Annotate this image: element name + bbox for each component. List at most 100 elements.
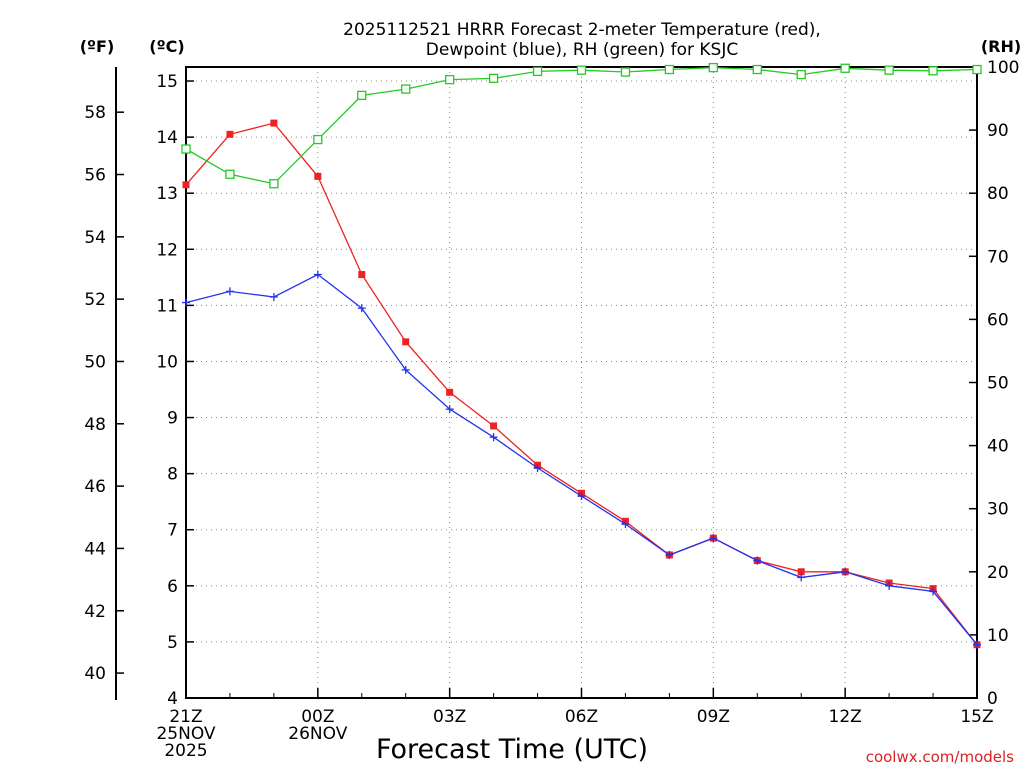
- time-tick-label: 15Z: [960, 707, 993, 727]
- celsius-tick-label: 12: [156, 240, 178, 260]
- rh-point: [181, 144, 191, 154]
- celsius-tick-label: 6: [167, 577, 178, 597]
- dewpoint-point: [182, 298, 190, 307]
- rh-point: [620, 67, 631, 77]
- celsius-tick-label: 7: [167, 521, 178, 541]
- rh-tick-label: 60: [987, 310, 1009, 330]
- fahrenheit-tick-label: 54: [84, 228, 106, 248]
- rh-point: [488, 73, 499, 84]
- temperature-point: [490, 422, 498, 430]
- dewpoint-point: [577, 492, 586, 501]
- dewpoint-point: [797, 573, 806, 582]
- time-tick-label: 2025: [164, 741, 207, 761]
- rh-point: [708, 62, 718, 73]
- dewpoint-point: [753, 556, 762, 565]
- celsius-tick-label: 4: [167, 689, 178, 709]
- time-tick-label: 25NOV: [156, 724, 215, 744]
- rh-tick-label: 80: [987, 184, 1009, 204]
- rh-point: [313, 134, 323, 145]
- fahrenheit-tick-label: 42: [84, 602, 106, 622]
- dewpoint-line: [185, 273, 978, 646]
- celsius-tick-label: 15: [156, 72, 178, 92]
- dewpoint-point: [313, 270, 322, 279]
- rh-tick-label: 0: [987, 689, 998, 709]
- dewpoint-point: [621, 520, 630, 529]
- x-axis-title: Forecast Time (UTC): [376, 734, 648, 765]
- temperature-point: [226, 130, 234, 138]
- fahrenheit-axis: 40 42 44 46 48 50 52 54 56 58: [84, 103, 124, 684]
- rh-tick-label: 10: [987, 626, 1009, 646]
- rh-tick-label: 100: [987, 58, 1019, 78]
- time-tick-label: 26NOV: [288, 724, 347, 744]
- temperature-point: [358, 271, 366, 279]
- time-tick-label: 06Z: [565, 707, 598, 727]
- series-dewpoint: [182, 270, 981, 649]
- temperature-point: [446, 388, 454, 396]
- rh-tick-label: 90: [987, 121, 1009, 141]
- credit-text: coolwx.com/models: [866, 748, 1014, 766]
- temperature-line: [185, 122, 978, 646]
- rh-point: [884, 65, 894, 75]
- fahrenheit-tick-label: 48: [84, 415, 106, 435]
- dewpoint-point: [709, 534, 718, 543]
- rh-point: [269, 179, 279, 189]
- dewpoint-point: [929, 587, 938, 596]
- dewpoint-point: [973, 640, 981, 649]
- gridlines: [186, 67, 977, 698]
- rh-point: [664, 64, 675, 75]
- time-tick-label: 12Z: [829, 707, 862, 727]
- time-tick-label: 21Z: [169, 707, 202, 727]
- rh-axis: 0 10 20 30 40 50 60 70 80 90 100: [969, 58, 1019, 709]
- rh-point: [532, 66, 543, 77]
- dewpoint-point: [269, 292, 278, 301]
- rh-tick-label: 20: [987, 563, 1009, 583]
- fahrenheit-tick-label: 50: [84, 352, 106, 372]
- rh-point: [928, 66, 938, 76]
- fahrenheit-tick-label: 40: [84, 664, 106, 684]
- rh-line: [185, 66, 978, 185]
- celsius-axis-unit: (ºC): [149, 37, 184, 56]
- dewpoint-point: [665, 550, 674, 559]
- rh-point: [225, 169, 235, 179]
- rh-point: [796, 69, 806, 80]
- rh-axis-unit: (RH): [981, 37, 1021, 56]
- dewpoint-point: [225, 287, 234, 296]
- temperature-point: [182, 181, 190, 189]
- dewpoint-point: [445, 405, 454, 414]
- time-tick-label: 03Z: [433, 707, 466, 727]
- dewpoint-point: [533, 464, 542, 473]
- celsius-tick-label: 9: [167, 409, 178, 429]
- rh-point: [840, 63, 850, 73]
- celsius-axis: 4 5 6 7 8 9 10 11 12 13 14 15: [156, 72, 194, 709]
- rh-point: [576, 65, 587, 75]
- rh-point: [752, 64, 762, 75]
- dewpoint-point: [401, 365, 410, 374]
- temperature-point: [797, 568, 805, 576]
- series-layer: [181, 62, 982, 649]
- celsius-tick-label: 5: [167, 633, 178, 653]
- fahrenheit-tick-label: 58: [84, 103, 106, 123]
- rh-point: [401, 84, 411, 94]
- series-temperature: [182, 119, 981, 649]
- fahrenheit-tick-label: 52: [84, 290, 106, 310]
- rh-tick-label: 50: [987, 374, 1009, 394]
- temperature-point: [402, 338, 410, 346]
- rh-tick-label: 70: [987, 247, 1009, 267]
- dewpoint-point: [489, 433, 498, 442]
- fahrenheit-axis-unit: (ºF): [80, 37, 115, 56]
- rh-tick-label: 40: [987, 437, 1009, 457]
- fahrenheit-tick-label: 44: [84, 539, 106, 559]
- temperature-point: [314, 172, 322, 180]
- fahrenheit-tick-label: 46: [84, 477, 106, 497]
- chart-title-line1: 2025112521 HRRR Forecast 2-meter Tempera…: [343, 20, 821, 40]
- dewpoint-point: [357, 304, 366, 313]
- rh-point: [972, 64, 982, 75]
- celsius-tick-label: 14: [156, 128, 178, 148]
- celsius-tick-label: 11: [156, 296, 178, 316]
- temperature-point: [270, 119, 278, 127]
- rh-tick-label: 30: [987, 500, 1009, 520]
- celsius-tick-label: 8: [167, 465, 178, 485]
- celsius-tick-label: 13: [156, 184, 178, 204]
